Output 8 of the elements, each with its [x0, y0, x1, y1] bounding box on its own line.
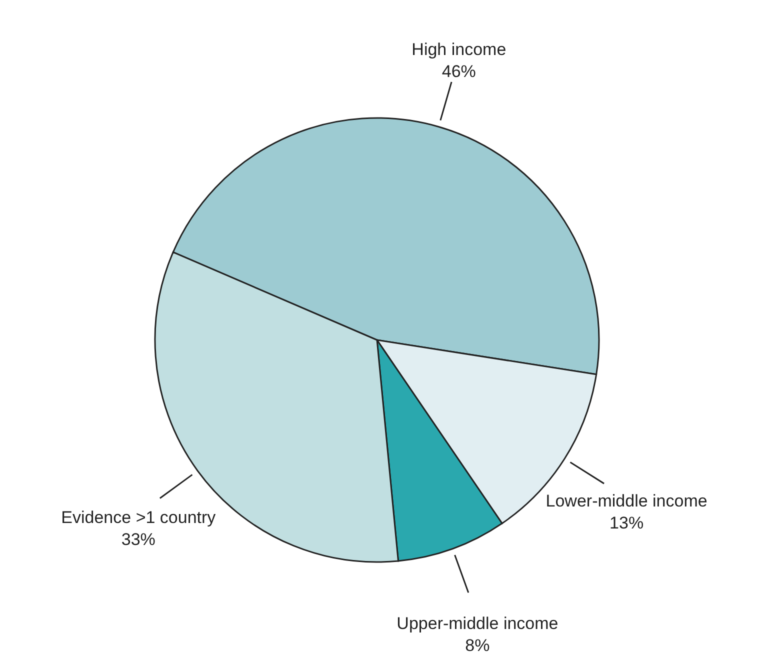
data-label: 33%: [121, 530, 156, 549]
slice-label: High income: [412, 40, 506, 59]
slice-label: Evidence >1 country: [61, 508, 216, 527]
slice-label: Lower-middle income: [546, 491, 708, 510]
data-label: 13%: [610, 513, 644, 532]
slice-label: Upper-middle income: [396, 614, 558, 633]
data-label: 8%: [465, 636, 490, 655]
data-label: 46%: [442, 62, 476, 81]
